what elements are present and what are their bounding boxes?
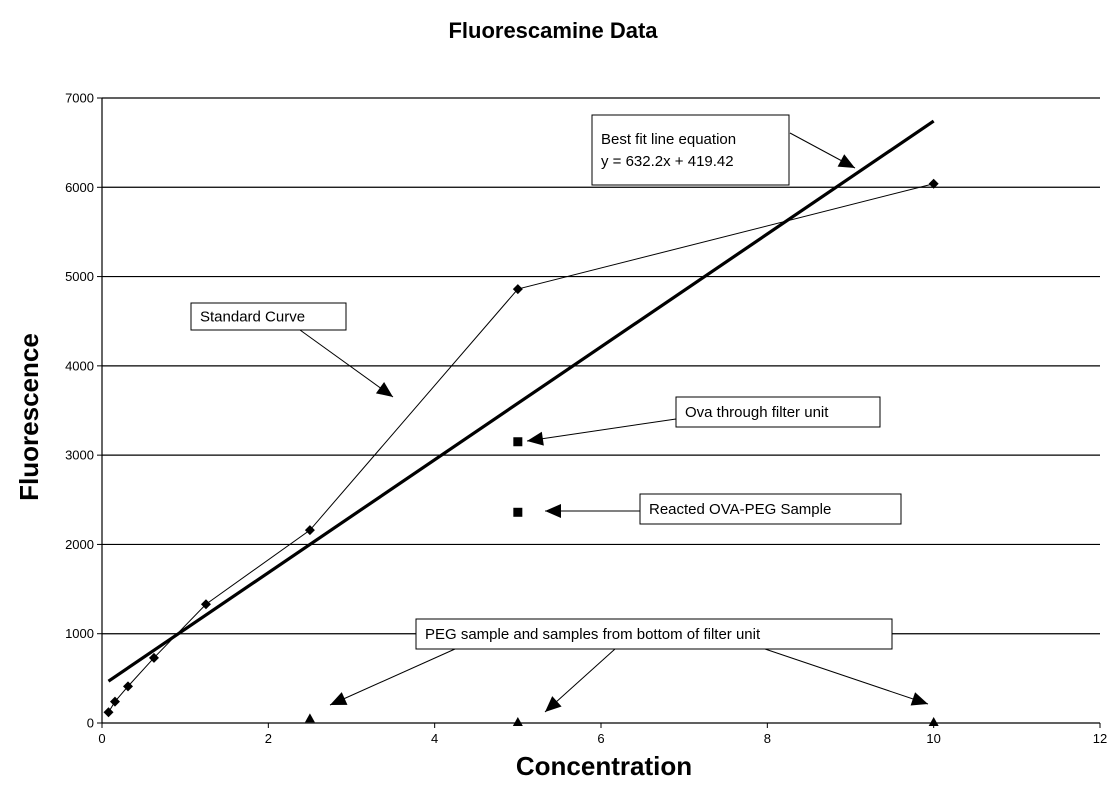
callout-arrow-line [526, 418, 677, 442]
x-tick-label: 8 [764, 731, 771, 746]
y-tick-label: 0 [87, 716, 94, 731]
x-axis-title: Concentration [516, 751, 692, 781]
y-tick-label: 7000 [65, 91, 94, 106]
gridlines [102, 97, 1100, 635]
diamond-marker [512, 284, 523, 295]
standard-curve-callout-text: Standard Curve [200, 309, 305, 326]
diamond-marker [122, 681, 133, 692]
triangle-marker [928, 717, 939, 726]
y-tick-label: 6000 [65, 180, 94, 195]
best-fit-callout-text: y = 632.2x + 419.42 [601, 153, 734, 170]
callout-arrowhead [375, 381, 393, 397]
ova-filter-callout-text: Ova through filter unit [685, 404, 829, 421]
callout-arrowhead [545, 504, 561, 518]
diamond-marker [148, 652, 159, 663]
diamond-marker [928, 178, 939, 189]
x-tick-label: 4 [431, 731, 438, 746]
ova-filter-callout-box [675, 396, 881, 428]
data-series [103, 119, 939, 726]
callout-arrow-line [329, 648, 456, 706]
callout-arrowhead [910, 692, 928, 706]
callout-arrow-line [299, 329, 394, 398]
x-tick-label: 2 [265, 731, 272, 746]
diamond-marker [304, 525, 315, 536]
best-fit-callout-text: Best fit line equation [601, 131, 736, 148]
y-tick-label: 2000 [65, 537, 94, 552]
chart-title: Fluorescamine Data [448, 18, 658, 43]
x-tick-label: 12 [1093, 731, 1107, 746]
y-axis-title: Fluorescence [14, 333, 44, 501]
diamond-marker [109, 696, 120, 707]
x-tick-label: 6 [597, 731, 604, 746]
diamond-marker [103, 707, 114, 718]
x-tick-label: 10 [926, 731, 940, 746]
best-fit-trendline [107, 119, 935, 683]
annotations: Best fit line equation y = 632.2x + 419.4… [190, 114, 929, 713]
reacted-ova-peg-callout-box [639, 493, 902, 525]
x-tick-label: 0 [98, 731, 105, 746]
best-fit-callout-box [591, 114, 790, 186]
peg-samples-callout-text: PEG sample and samples from bottom of fi… [425, 626, 761, 643]
callout-arrowhead [330, 692, 348, 705]
square-marker [513, 437, 523, 447]
square-marker [513, 507, 523, 517]
callout-arrowhead [527, 431, 544, 446]
callout-arrow-line [764, 648, 929, 705]
y-tick-label: 5000 [65, 269, 94, 284]
y-tick-label: 1000 [65, 626, 94, 641]
callout-arrowhead [545, 696, 562, 712]
tick-labels: 0 1000 2000 3000 4000 5000 6000 7000 0 2 4 6 8 10 12 [65, 91, 1107, 747]
reacted-ova-peg-callout-text: Reacted OVA-PEG Sample [649, 501, 831, 518]
peg-samples-callout-box [415, 618, 893, 650]
triangle-marker [512, 717, 523, 726]
standard-curve-callout-box [190, 302, 347, 331]
y-tick-label: 3000 [65, 448, 94, 463]
diamond-marker [200, 599, 211, 610]
y-tick-label: 4000 [65, 358, 94, 373]
triangle-marker [304, 713, 315, 723]
callout-arrowhead [837, 154, 855, 168]
